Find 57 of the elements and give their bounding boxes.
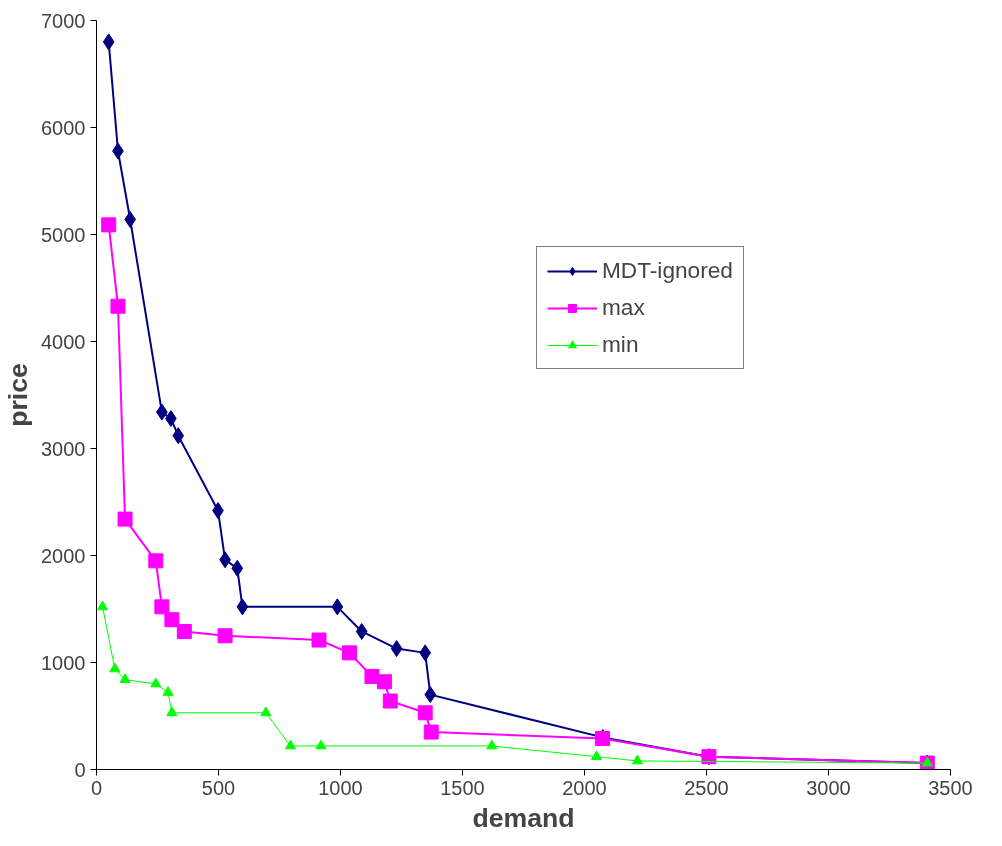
y-tick-label: 4000: [41, 330, 86, 353]
point: [311, 632, 327, 648]
point: [101, 217, 117, 233]
point: [166, 706, 178, 717]
point: [102, 33, 115, 51]
y-tick-label: 5000: [41, 223, 86, 246]
point: [417, 705, 433, 721]
point: [376, 674, 392, 690]
y-tick-label: 6000: [41, 116, 86, 139]
legend-label: max: [602, 294, 645, 321]
point: [176, 623, 192, 639]
point: [162, 686, 174, 696]
point: [342, 645, 358, 661]
point: [424, 686, 437, 704]
point: [164, 612, 180, 628]
point: [124, 211, 137, 229]
point: [231, 559, 244, 577]
point: [390, 640, 403, 658]
point: [217, 628, 233, 644]
point: [315, 739, 327, 750]
x-tick-label: 3000: [806, 776, 851, 799]
point: [117, 511, 133, 527]
x-tick-label: 500: [201, 776, 236, 799]
x-tick-label: 2500: [684, 776, 729, 799]
point: [355, 622, 368, 640]
point: [284, 739, 296, 750]
point: [154, 599, 170, 615]
legend-label: MDT-ignored: [602, 257, 733, 284]
point: [590, 750, 602, 761]
point: [423, 724, 439, 740]
point: [236, 598, 249, 616]
point: [148, 553, 164, 569]
x-tick-label: 0: [90, 776, 103, 799]
y-tick-label: 7000: [41, 9, 86, 32]
y-tick-label: 0: [74, 758, 86, 781]
point: [331, 598, 344, 616]
point: [631, 754, 643, 765]
y-tick-label: 2000: [41, 544, 86, 567]
point: [172, 427, 185, 445]
x-tick-label: 1000: [318, 776, 363, 799]
point: [486, 739, 498, 750]
point: [109, 662, 121, 673]
point: [110, 298, 126, 314]
y-tick-label: 3000: [41, 437, 86, 460]
x-axis-title: demand: [472, 802, 575, 833]
point: [382, 693, 398, 709]
y-tick-label: 1000: [41, 651, 86, 674]
point: [119, 673, 131, 684]
x-tick-label: 3500: [928, 776, 973, 799]
point: [260, 706, 272, 717]
point: [97, 600, 109, 611]
point: [364, 668, 380, 684]
point: [150, 677, 162, 688]
x-tick-label: 1500: [440, 776, 485, 799]
x-tick-label: 2000: [562, 776, 607, 799]
y-axis-title: price: [3, 363, 34, 427]
legend-label: min: [602, 331, 639, 358]
